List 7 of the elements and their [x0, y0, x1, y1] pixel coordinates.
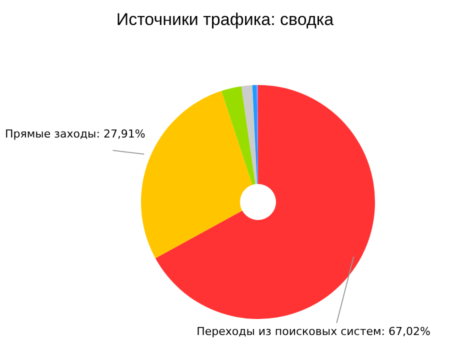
slice-label: Переходы из поисковых систем: 67,02%	[196, 325, 430, 338]
donut-slice	[155, 85, 375, 319]
donut-slice	[252, 85, 258, 184]
donut-slice	[221, 86, 256, 185]
chart-title: Источники трафика: сводка	[115, 10, 335, 30]
slice-label: Прямые заходы: 27,91%	[5, 127, 146, 140]
donut-slice	[241, 85, 258, 184]
